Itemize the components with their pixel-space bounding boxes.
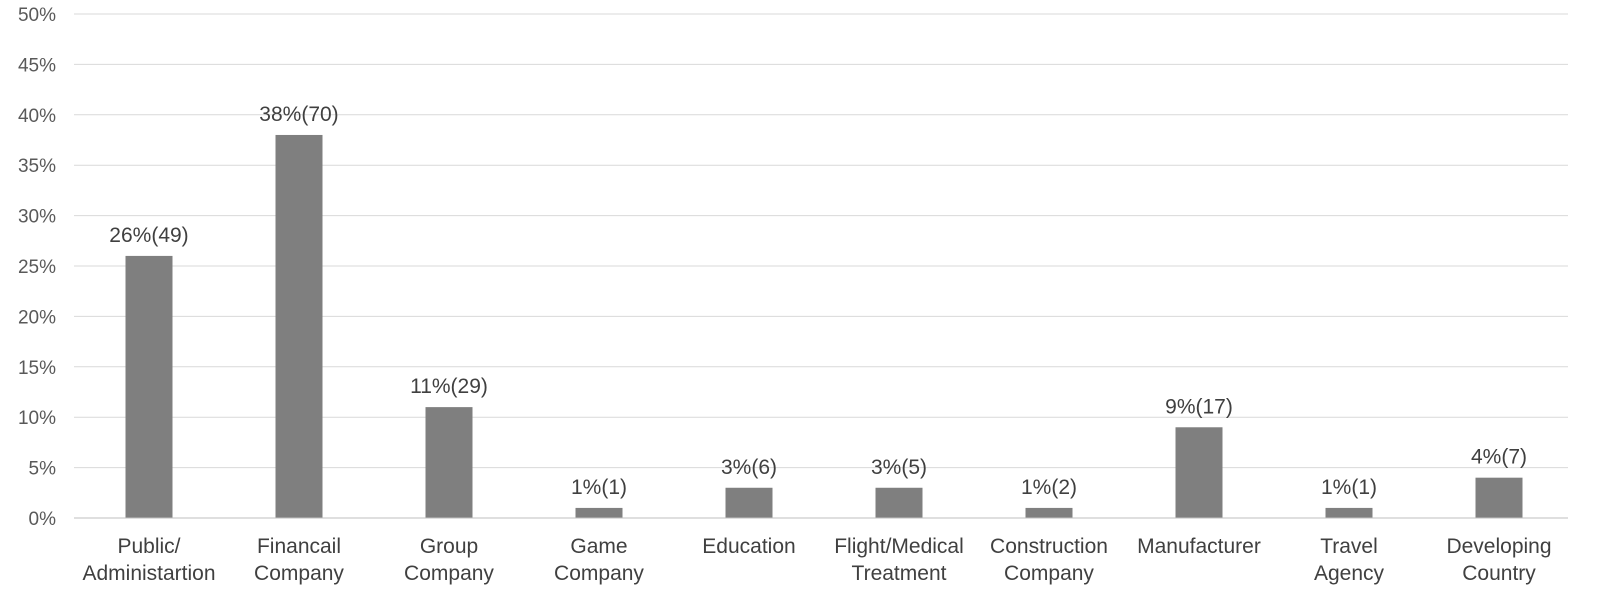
category-label: Company xyxy=(554,562,644,585)
y-tick-label: 0% xyxy=(29,509,57,530)
data-label: 11%(29) xyxy=(410,375,488,398)
bar xyxy=(1325,507,1373,518)
category-label: Company xyxy=(254,562,344,585)
data-label: 3%(6) xyxy=(721,456,777,479)
data-labels: 26%(49) 38%(70) 11%(29) 1%(1) 3%(6) 3%(5) 1%(2… xyxy=(109,103,1527,499)
category-label: Group xyxy=(420,535,478,558)
bars xyxy=(125,134,1523,519)
data-label: 1%(2) xyxy=(1021,476,1077,499)
y-tick-label: 15% xyxy=(18,358,56,379)
bar xyxy=(1475,477,1523,518)
y-tick-label: 10% xyxy=(18,408,56,429)
category-label: Public/ xyxy=(117,535,180,558)
y-tick-label: 35% xyxy=(18,156,56,177)
y-tick-label: 5% xyxy=(29,459,57,480)
gridlines xyxy=(74,13,1568,469)
category-label: Company xyxy=(404,562,494,585)
category-labels: Public/Administartion Financail Company Gro… xyxy=(82,535,1551,585)
bar xyxy=(425,407,473,518)
data-label: 3%(5) xyxy=(871,456,927,479)
category-label: Country xyxy=(1462,562,1536,585)
category-label: Agency xyxy=(1314,562,1385,585)
category-label: Travel xyxy=(1320,535,1378,558)
category-label: Education xyxy=(702,535,795,558)
category-label: Flight/Medical xyxy=(834,535,964,558)
data-label: 38%(70) xyxy=(259,103,338,126)
bar xyxy=(575,507,623,518)
bar xyxy=(1175,427,1223,518)
data-label: 1%(1) xyxy=(571,476,627,499)
category-label: Game xyxy=(570,535,627,558)
y-tick-label: 25% xyxy=(18,257,56,278)
y-tick-label: 20% xyxy=(18,307,56,328)
category-label: Developing xyxy=(1446,535,1551,558)
data-label: 9%(17) xyxy=(1165,395,1233,418)
y-axis-tick-labels: 0% 5% 10% 15% 20% 25% 30% 35% 40% 45% 50% xyxy=(18,5,56,530)
category-label: Company xyxy=(1004,562,1094,585)
category-label: Administartion xyxy=(82,562,215,585)
y-tick-label: 30% xyxy=(18,207,56,228)
bar xyxy=(125,255,173,519)
category-label: Manufacturer xyxy=(1137,535,1261,558)
bar xyxy=(275,134,323,518)
y-tick-label: 40% xyxy=(18,106,56,127)
bar xyxy=(1025,507,1073,518)
data-label: 4%(7) xyxy=(1471,446,1527,469)
bar xyxy=(875,487,923,518)
category-label: Treatment xyxy=(852,562,947,585)
y-tick-label: 45% xyxy=(18,55,56,76)
data-label: 26%(49) xyxy=(109,224,188,247)
category-label: Construction xyxy=(990,535,1108,558)
y-tick-label: 50% xyxy=(18,5,56,26)
bar xyxy=(725,487,773,518)
category-label: Financail xyxy=(257,535,341,558)
data-label: 1%(1) xyxy=(1321,476,1377,499)
